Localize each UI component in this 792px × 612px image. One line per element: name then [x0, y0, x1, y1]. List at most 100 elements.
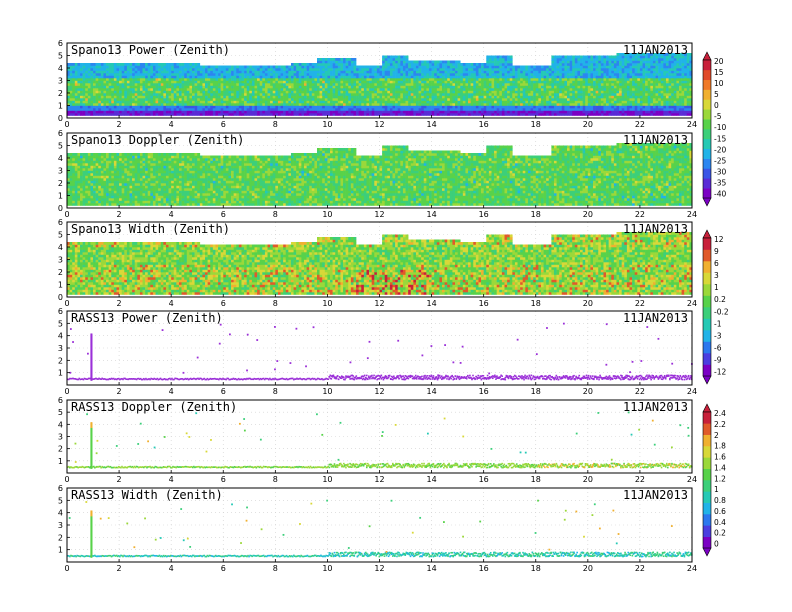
data-cell [533, 78, 537, 81]
data-cell [181, 78, 185, 81]
data-cell [548, 98, 552, 101]
data-cell [465, 105, 469, 109]
data-cell [186, 95, 190, 99]
data-cell [548, 90, 552, 94]
data-cell [327, 73, 331, 76]
data-cell [202, 83, 206, 86]
data-cell [642, 113, 646, 116]
data-cell [634, 55, 638, 59]
data-cell [324, 85, 328, 89]
data-cell [343, 88, 346, 91]
data-cell [210, 90, 214, 94]
data-cell [593, 78, 596, 81]
data-cell [142, 100, 146, 104]
data-cell [449, 75, 453, 79]
data-cell [525, 108, 529, 111]
data-cell [637, 55, 641, 59]
data-cell [251, 80, 255, 84]
data-cell [626, 73, 630, 76]
data-cell [647, 93, 651, 96]
data-cell [231, 95, 234, 99]
data-cell [192, 108, 195, 111]
data-cell [452, 108, 456, 111]
data-cell [371, 100, 375, 104]
data-cell [637, 103, 641, 106]
data-cell [546, 88, 550, 91]
data-cell [220, 88, 224, 91]
data-cell [244, 98, 247, 101]
data-cell [160, 70, 164, 74]
data-cell [317, 63, 320, 66]
data-cell [382, 100, 385, 104]
data-cell [595, 65, 599, 69]
data-cell [100, 65, 104, 69]
data-cell [564, 93, 568, 96]
data-cell [509, 113, 513, 116]
data-cell [606, 68, 609, 71]
data-cell [207, 85, 211, 89]
data-cell [428, 105, 432, 109]
data-cell [632, 90, 635, 94]
data-cell [80, 105, 83, 109]
data-cell [402, 80, 406, 84]
data-cell [272, 65, 276, 69]
data-cell [553, 93, 557, 96]
data-cell [642, 80, 646, 84]
data-cell [119, 78, 122, 81]
data-cell [400, 70, 404, 74]
data-cell [616, 83, 620, 86]
data-cell [173, 100, 177, 104]
data-cell [225, 100, 229, 104]
data-cell [444, 80, 448, 84]
data-cell [645, 85, 649, 89]
data-cell [343, 65, 346, 69]
data-cell [90, 85, 94, 89]
data-cell [324, 105, 328, 109]
data-cell [142, 68, 146, 71]
data-cell [111, 70, 115, 74]
data-cell [439, 108, 443, 111]
data-cell [132, 93, 135, 96]
data-cell [616, 98, 620, 101]
data-cell [598, 113, 602, 116]
data-cell [434, 85, 438, 89]
data-cell [176, 103, 180, 106]
data-cell [600, 75, 604, 79]
data-cell [520, 100, 524, 104]
data-cell [559, 73, 563, 76]
data-cell [327, 63, 331, 66]
data-cell [192, 68, 195, 71]
data-cell [176, 70, 180, 74]
data-cell [353, 75, 357, 79]
data-cell [343, 80, 346, 84]
data-cell [410, 105, 414, 109]
data-cell [460, 65, 464, 69]
data-cell [275, 88, 279, 91]
data-cell [564, 90, 568, 94]
data-cell [577, 113, 581, 116]
data-cell [126, 90, 130, 94]
data-cell [655, 93, 659, 96]
data-cell [238, 68, 242, 71]
data-cell [426, 60, 430, 64]
data-cell [324, 100, 328, 104]
data-cell [215, 100, 219, 104]
data-cell [194, 70, 198, 74]
data-cell [137, 85, 141, 89]
data-cell [462, 68, 466, 71]
data-cell [533, 80, 537, 84]
data-cell [478, 113, 482, 116]
data-cell [397, 90, 401, 94]
data-cell [473, 90, 477, 94]
data-cell [100, 83, 104, 86]
data-cell [475, 88, 479, 91]
data-cell [108, 113, 112, 116]
data-cell [535, 65, 539, 69]
data-cell [262, 100, 266, 104]
data-cell [95, 88, 99, 91]
data-cell [301, 100, 305, 104]
data-cell [228, 70, 232, 74]
data-cell [590, 93, 594, 96]
data-cell [119, 83, 122, 86]
data-cell [626, 98, 630, 101]
